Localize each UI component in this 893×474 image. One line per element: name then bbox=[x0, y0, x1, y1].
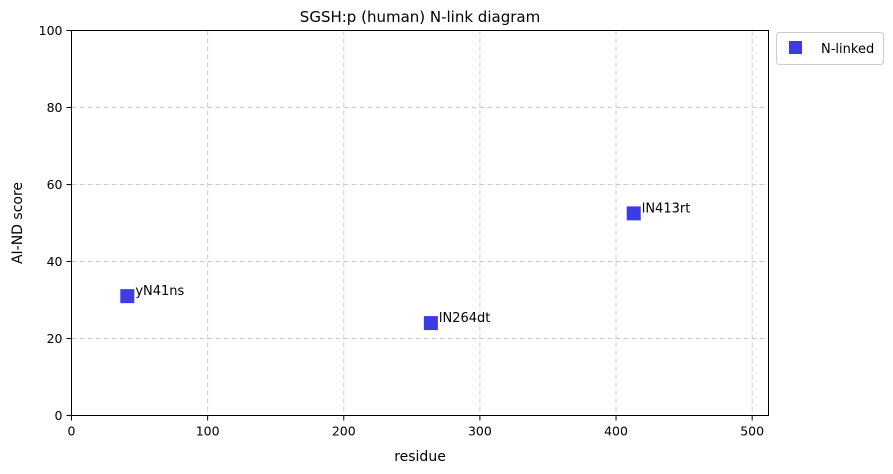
y-tick-label: 100 bbox=[39, 23, 63, 38]
x-axis-label: residue bbox=[394, 449, 446, 465]
legend-marker bbox=[789, 41, 802, 54]
chart-title: SGSH:p (human) N-link diagram bbox=[300, 8, 540, 26]
x-tick-label: 100 bbox=[196, 424, 220, 439]
data-point bbox=[626, 206, 641, 221]
x-tick-label: 500 bbox=[740, 424, 764, 439]
x-tick-label: 400 bbox=[604, 424, 628, 439]
data-point bbox=[120, 289, 135, 304]
y-axis-label: AI-ND score bbox=[10, 182, 26, 264]
legend-frame bbox=[776, 32, 884, 65]
x-tick-label: 0 bbox=[68, 424, 76, 439]
x-tick-label: 200 bbox=[332, 424, 356, 439]
legend-label: N-linked bbox=[821, 42, 874, 57]
legend: N-linked bbox=[776, 32, 884, 65]
point-label: lN264dt bbox=[439, 311, 491, 326]
y-tick-label: 20 bbox=[47, 331, 63, 346]
point-label: lN413rt bbox=[642, 201, 691, 216]
grid bbox=[71, 30, 769, 416]
y-tick-label: 60 bbox=[47, 177, 63, 192]
data-point bbox=[423, 316, 438, 331]
axis-ticks: 0 100 200 300 400 500 0 20 40 60 80 100 bbox=[39, 23, 764, 439]
data-points: yN41ns lN264dt lN413rt bbox=[120, 201, 691, 331]
point-label: yN41ns bbox=[135, 284, 184, 299]
y-tick-label: 80 bbox=[47, 100, 63, 115]
y-tick-label: 0 bbox=[55, 408, 63, 423]
plot-frame bbox=[71, 30, 769, 416]
x-tick-label: 300 bbox=[468, 424, 492, 439]
y-tick-label: 40 bbox=[47, 254, 63, 269]
